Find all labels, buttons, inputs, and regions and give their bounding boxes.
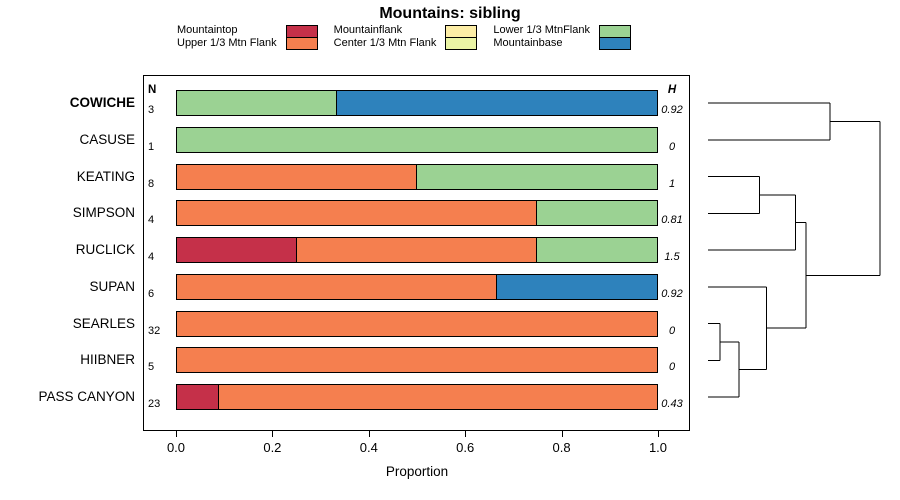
legend: Mountaintop Upper 1/3 Mtn Flank Mountainfl…	[177, 24, 647, 50]
tick-label: 0.8	[552, 440, 571, 455]
h-value: 1.5	[664, 251, 680, 263]
page-title: Mountains: sibling	[379, 5, 521, 22]
bar-segment	[336, 91, 657, 115]
row-label: SIMPSON	[72, 205, 135, 221]
legend-label: Lower 1/3 MtnFlank	[493, 24, 590, 36]
bar-segment	[177, 238, 297, 262]
legend-label: Mountainflank	[333, 24, 403, 36]
bar-segment	[177, 127, 657, 152]
bar-segment	[417, 164, 657, 189]
bar-segment	[177, 385, 219, 409]
n-value: 4	[148, 214, 155, 227]
bar	[176, 273, 658, 300]
legend-group: Mountaintop Upper 1/3 Mtn Flank	[177, 24, 318, 50]
bar-segment	[537, 238, 657, 262]
h-value: 0.92	[661, 287, 683, 300]
bar-segment	[177, 311, 657, 336]
legend-group: Mountainflank Center 1/3 Mtn Flank	[334, 24, 478, 50]
legend-swatch	[598, 36, 631, 50]
axis-tick	[176, 431, 177, 437]
dendrogram	[708, 102, 881, 398]
legend-labels: Lower 1/3 MtnFlank Mountainbase	[493, 24, 590, 50]
legend-swatches	[445, 24, 478, 50]
legend-swatches	[598, 24, 631, 50]
legend-labels: Mountaintop Upper 1/3 Mtn Flank	[177, 24, 277, 50]
tick-label: 0.6	[456, 440, 475, 455]
h-value: 0.81	[661, 214, 683, 227]
row-label: PASS CANYON	[38, 389, 135, 404]
bar	[176, 90, 658, 116]
bar	[176, 163, 658, 190]
axis-tick	[465, 431, 467, 437]
bar	[176, 126, 658, 153]
row-label: HIIBNER	[80, 352, 135, 368]
h-value: 0.43	[661, 398, 683, 410]
bar-segment	[537, 201, 657, 226]
axis-tick	[368, 431, 370, 437]
x-axis-label: Proportion	[385, 464, 449, 479]
bar-segment	[297, 238, 537, 262]
legend-group: Lower 1/3 MtnFlank Mountainbase	[493, 24, 631, 50]
n-value: 1	[148, 140, 155, 153]
bar-segment	[177, 201, 537, 226]
axis-tick	[658, 431, 659, 437]
tick-label: 0.0	[166, 440, 186, 455]
legend-label: Mountainbase	[493, 37, 563, 49]
n-column-header: N	[148, 84, 157, 96]
bar	[176, 237, 658, 263]
tick-label: 0.2	[263, 440, 282, 455]
n-value: 3	[148, 104, 155, 116]
legend-labels: Mountainflank Center 1/3 Mtn Flank	[334, 24, 437, 50]
bar	[176, 347, 658, 374]
n-value: 32	[148, 324, 161, 337]
row-label: RUCLICK	[75, 242, 135, 257]
bar-segment	[497, 274, 657, 299]
bar-segment	[218, 385, 657, 409]
n-value: 6	[148, 287, 155, 300]
h-value: 0	[668, 324, 676, 337]
row-label: COWICHE	[69, 95, 135, 110]
legend-swatch	[445, 36, 478, 50]
bar-segment	[177, 348, 657, 373]
axis-tick	[561, 431, 563, 437]
legend-label: Mountaintop	[177, 24, 238, 36]
n-value: 4	[148, 251, 155, 263]
row-label: SEARLES	[72, 315, 135, 331]
legend-label: Upper 1/3 Mtn Flank	[177, 37, 277, 49]
legend-swatches	[285, 24, 318, 50]
n-value: 23	[148, 398, 161, 410]
row-label: KEATING	[76, 168, 135, 184]
plot-panel	[143, 75, 690, 431]
row-label: SUPAN	[89, 278, 135, 294]
legend-swatch	[285, 36, 318, 50]
tick-label: 1.0	[648, 440, 668, 455]
legend-label: Center 1/3 Mtn Flank	[333, 37, 437, 49]
h-value: 0	[668, 361, 676, 374]
h-column-header: H	[667, 84, 677, 96]
bar-segment	[177, 164, 417, 189]
bar	[176, 310, 658, 337]
bar-segment	[177, 274, 498, 299]
h-value: 0.92	[661, 104, 683, 116]
axis-tick	[272, 431, 274, 437]
bar	[176, 384, 658, 410]
bar-segment	[177, 91, 337, 115]
n-value: 5	[148, 361, 155, 374]
bar	[176, 200, 658, 227]
h-value: 0	[668, 140, 676, 153]
n-value: 8	[148, 177, 155, 190]
tick-label: 0.4	[359, 440, 378, 455]
h-value: 1	[668, 177, 676, 190]
row-label: CASUSE	[79, 131, 135, 147]
